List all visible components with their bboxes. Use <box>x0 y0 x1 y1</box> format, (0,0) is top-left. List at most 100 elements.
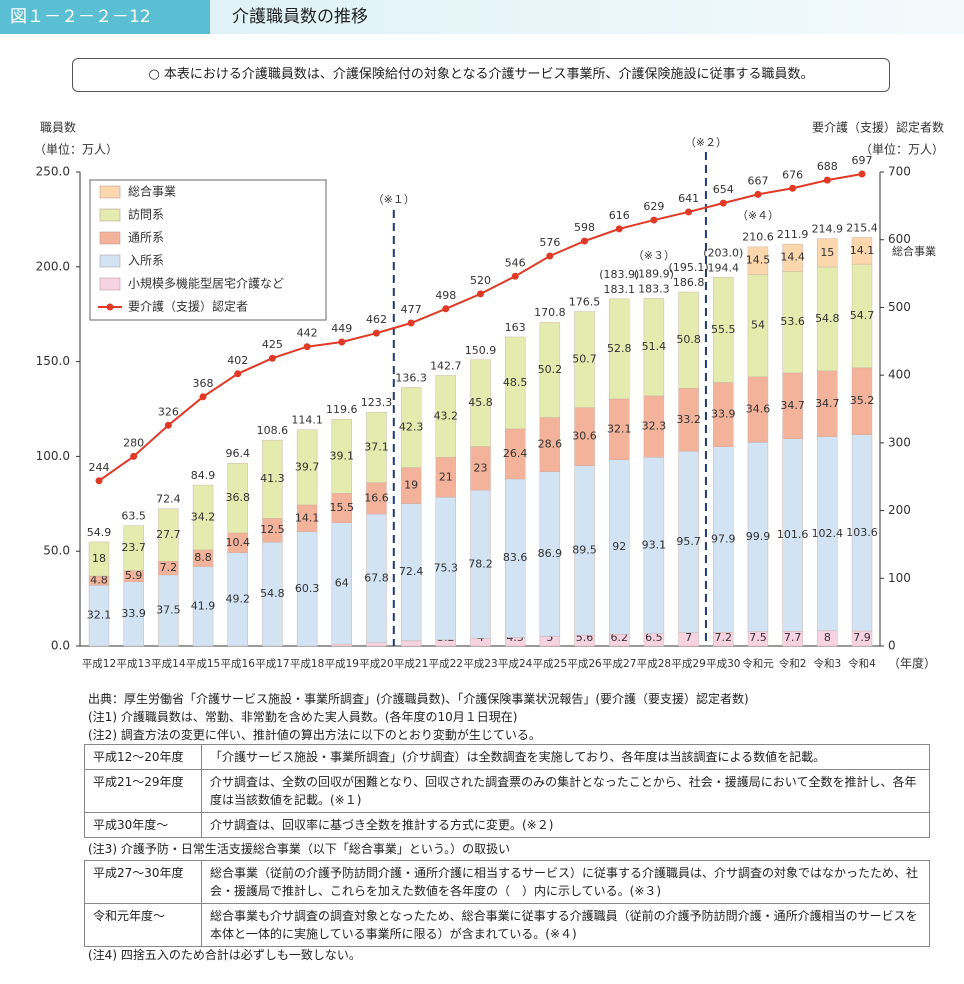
line-label: 280 <box>123 436 144 449</box>
annotation: 総合事業 <box>892 244 936 258</box>
line-label: 676 <box>782 168 803 181</box>
legend-swatch <box>99 185 121 199</box>
y-tick-label: 200.0 <box>36 259 70 273</box>
note: (注1) 介護職員数は、常勤、非常勤を含めた実人員数。(各年度の10月１日現在) <box>88 710 518 724</box>
legend-label: 通所系 <box>128 231 164 245</box>
table-row: 平成30年度～ 介サ調査は、回収率に基づき全数を推計する方式に変更。(※２) <box>84 812 930 838</box>
note-table: 平成27～30年度 総合事業（従前の介護予防訪問介護・通所介護に相当するサービス）… <box>84 860 930 947</box>
data-label: 34.6 <box>746 403 771 416</box>
data-label: 15.5 <box>330 501 355 514</box>
data-label: 12.5 <box>260 523 285 536</box>
total-label: 170.8 <box>534 306 566 319</box>
bar-segment <box>643 298 665 397</box>
line-point <box>858 170 866 178</box>
line-label: 477 <box>401 303 422 316</box>
bar-segment <box>782 243 803 272</box>
adjusted-total-label: (183.9) <box>599 268 639 281</box>
data-label: 7.5 <box>749 631 767 644</box>
line-label: 667 <box>747 174 768 187</box>
total-label: 63.5 <box>121 510 146 523</box>
data-label: 72.4 <box>399 565 424 578</box>
total-label: 136.3 <box>395 372 427 385</box>
note: (注3) 介護予防・日常生活支援総合事業（以下「総合事業」という。）の取扱い <box>88 842 511 856</box>
axis-unit: （年度） <box>888 656 936 671</box>
data-label: 33.2 <box>676 413 701 426</box>
bar-segment <box>504 336 526 430</box>
bar-segment <box>262 439 283 519</box>
line-label: 598 <box>574 221 595 234</box>
annotation: （※４） <box>737 209 779 222</box>
bar-segment <box>435 375 457 458</box>
total-label: 54.9 <box>87 526 112 539</box>
data-label: 5.9 <box>125 569 143 582</box>
total-label: 215.4 <box>846 222 878 235</box>
total-label: 119.6 <box>326 403 358 416</box>
data-label: 6.5 <box>645 631 663 644</box>
x-tick-label: 令和元 <box>742 657 774 670</box>
total-label: 114.1 <box>291 414 323 427</box>
chart: 0.0 50.0 100.0 150.0 200.0 250.0 0 100 200 300 400… <box>34 120 944 671</box>
data-label: 39.7 <box>295 460 320 473</box>
x-tick-label: 令和2 <box>779 657 807 670</box>
line-label: 546 <box>505 256 526 269</box>
x-tick-label: 平成16 <box>221 658 256 670</box>
data-label: 53.6 <box>780 315 805 328</box>
y2-tick-label: 500 <box>888 300 911 314</box>
data-label: 32.3 <box>642 420 667 433</box>
data-label: 45.8 <box>468 396 493 409</box>
data-label: 50.2 <box>538 363 563 376</box>
line-label: 520 <box>470 274 491 287</box>
data-label: 33.9 <box>711 408 736 421</box>
table-cell: 平成30年度～ <box>84 812 202 838</box>
line-point <box>95 477 103 485</box>
data-label: 75.3 <box>434 562 459 575</box>
data-label: 14.1 <box>850 244 875 257</box>
data-label: 67.8 <box>364 571 389 584</box>
source: 出典：厚生労働省「介護サービス施設・事業所調査」(介護職員数)、「介護保険事業状… <box>88 692 749 706</box>
table-cell: 介サ調査は、回収率に基づき全数を推計する方式に変更。(※２) <box>201 812 930 838</box>
y2-tick-label: 0 <box>888 639 896 653</box>
line-label: 244 <box>89 461 110 474</box>
line-label: 654 <box>713 183 734 196</box>
data-label: 16.6 <box>364 491 389 504</box>
line-label: 576 <box>539 236 560 249</box>
x-tick-label: 令和3 <box>813 657 841 670</box>
data-label: 32.1 <box>607 422 632 435</box>
bar-segment <box>331 419 352 494</box>
x-tick-label: 平成13 <box>116 658 150 670</box>
table-cell: 平成21～29年度 <box>84 769 202 813</box>
data-label: 36.8 <box>225 491 250 504</box>
line-point <box>823 176 831 184</box>
data-label: 32.1 <box>87 609 112 622</box>
x-tick-label: 平成24 <box>498 658 533 670</box>
figure-number: 図１－２－２－12 <box>0 0 210 34</box>
data-label: 42.3 <box>399 420 424 433</box>
legend-label: 訪問系 <box>128 207 164 222</box>
x-tick-label: 平成14 <box>151 658 186 670</box>
line-label: 629 <box>643 200 664 213</box>
bar-segment <box>400 387 422 468</box>
line-label: 498 <box>435 289 456 302</box>
y-tick-label: 150.0 <box>36 354 70 368</box>
x-tick-label: 平成17 <box>255 658 289 670</box>
data-label: 8.8 <box>194 551 212 564</box>
x-tick-label: 平成20 <box>359 658 393 670</box>
x-tick-label: 平成21 <box>394 658 428 670</box>
legend-label: 小規模多機能型居宅介護など <box>128 276 284 291</box>
data-label: 99.9 <box>746 530 771 543</box>
y-tick-label: 100.0 <box>36 449 70 463</box>
x-tick-label: 平成22 <box>429 658 463 670</box>
axis-unit: （単位：万人） <box>34 142 118 157</box>
x-tick-label: 平成28 <box>637 658 671 670</box>
table-cell: 令和元年度～ <box>84 903 202 947</box>
legend-marker <box>106 303 114 311</box>
line-point <box>477 290 484 298</box>
data-label: 19 <box>404 479 418 492</box>
bar-segment <box>678 291 699 389</box>
total-label: 96.4 <box>225 447 250 460</box>
x-tick-label: 平成25 <box>533 658 567 670</box>
total-label: 142.7 <box>430 359 462 372</box>
line-point <box>685 208 693 216</box>
data-label: 37.1 <box>364 440 389 453</box>
line-label: 697 <box>852 154 873 167</box>
